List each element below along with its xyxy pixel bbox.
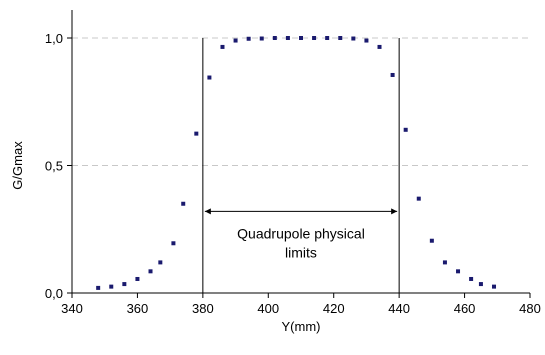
data-point bbox=[469, 276, 474, 281]
x-tick-label: 460 bbox=[454, 301, 476, 316]
data-point bbox=[285, 36, 290, 40]
data-point bbox=[492, 284, 497, 289]
data-point bbox=[246, 36, 251, 41]
data-point bbox=[96, 285, 101, 290]
y-tick-label: 0,0 bbox=[45, 286, 63, 301]
grid-lines bbox=[72, 37, 530, 166]
x-tick-label: 400 bbox=[257, 301, 279, 316]
x-tick-label: 340 bbox=[61, 301, 83, 316]
data-point bbox=[194, 131, 199, 136]
data-point bbox=[478, 282, 483, 287]
data-point bbox=[390, 72, 395, 77]
data-point bbox=[377, 44, 382, 49]
annotation-arrow-head-left bbox=[204, 208, 211, 215]
data-point bbox=[272, 36, 277, 40]
annotation-text-line1: Quadrupole physical bbox=[237, 225, 365, 241]
annotation-arrow-head-right bbox=[391, 208, 398, 215]
data-point bbox=[364, 38, 369, 43]
y-tick-label: 1,0 bbox=[45, 31, 63, 46]
data-point bbox=[338, 36, 343, 40]
tick-labels: 340 360 380 400 420 440 460 480 0,0 0,5 1,0 bbox=[45, 31, 541, 316]
y-tick-label: 0,5 bbox=[45, 159, 63, 174]
data-point bbox=[181, 201, 186, 206]
data-point bbox=[171, 241, 176, 246]
data-points bbox=[96, 36, 497, 290]
data-point bbox=[312, 36, 317, 40]
data-point bbox=[158, 260, 163, 265]
x-axis-label: Y(mm) bbox=[282, 319, 321, 334]
data-point bbox=[220, 44, 225, 49]
y-axis-label: G/Gmax bbox=[10, 141, 25, 190]
data-point bbox=[442, 260, 447, 265]
annotation: Quadrupole physical limits bbox=[237, 225, 365, 260]
data-point bbox=[233, 38, 238, 43]
data-point bbox=[325, 36, 330, 40]
axes bbox=[67, 10, 531, 298]
x-tick-label: 360 bbox=[127, 301, 149, 316]
data-point bbox=[135, 276, 140, 281]
x-tick-label: 380 bbox=[192, 301, 214, 316]
x-tick-label: 420 bbox=[323, 301, 345, 316]
data-point bbox=[403, 127, 408, 132]
data-point bbox=[122, 282, 127, 287]
data-point bbox=[456, 269, 461, 274]
data-point bbox=[207, 75, 212, 80]
reference-lines bbox=[202, 38, 400, 293]
x-tick-label: 440 bbox=[388, 301, 410, 316]
data-point bbox=[109, 284, 114, 289]
x-tick-label: 480 bbox=[519, 301, 541, 316]
data-point bbox=[259, 36, 264, 41]
data-point bbox=[416, 196, 421, 201]
data-point bbox=[429, 238, 434, 243]
data-point bbox=[148, 269, 153, 274]
data-point bbox=[351, 36, 356, 41]
annotation-text-line2: limits bbox=[285, 244, 317, 260]
data-point bbox=[299, 36, 303, 40]
